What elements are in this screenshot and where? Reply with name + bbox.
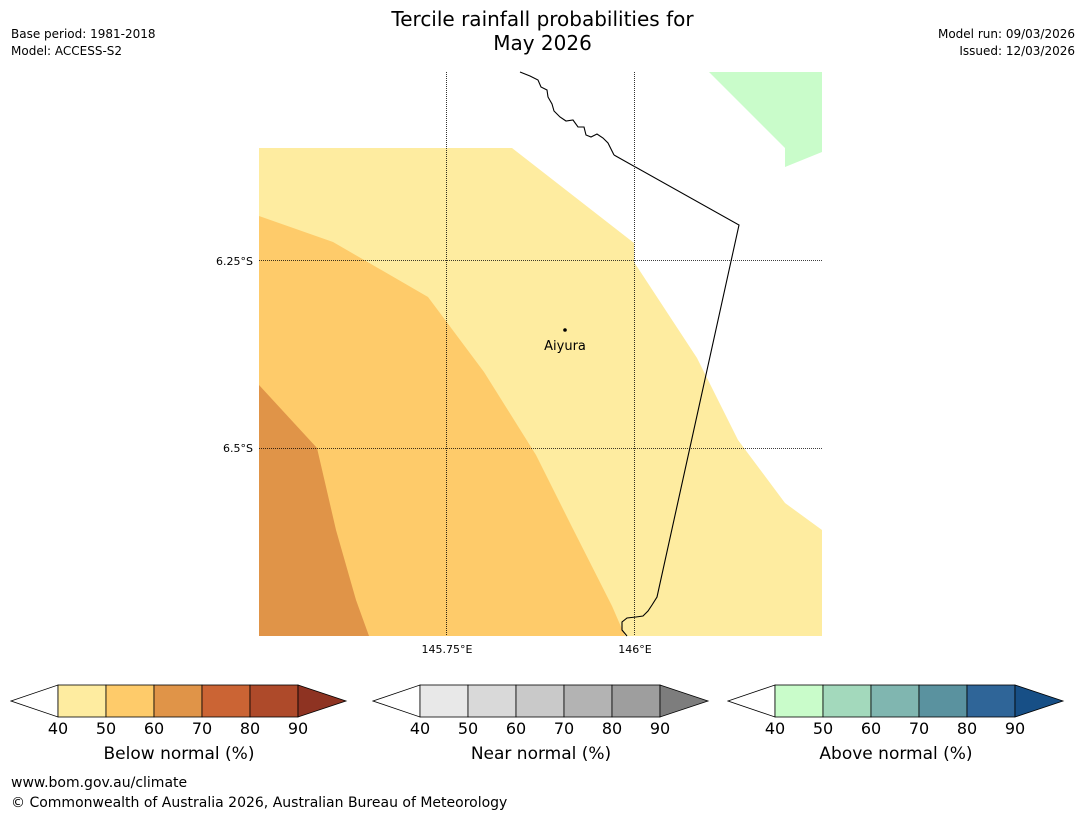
colorbar-above-normal-swatch-80 xyxy=(966,684,1016,718)
colorbar-below-normal-swatches xyxy=(9,684,348,718)
aiyura-point xyxy=(563,328,567,332)
colorbar-below-normal-tick-90: 90 xyxy=(287,719,309,738)
lat-label-6-5: 6.5°S xyxy=(223,442,253,455)
copyright-notice: © Commonwealth of Australia 2026, Austra… xyxy=(11,795,508,811)
colorbar-near-normal-tick-90: 90 xyxy=(649,719,671,738)
lat-label-6-25: 6.25°S xyxy=(216,255,253,268)
colorbar-near-normal-under-triangle xyxy=(371,684,421,718)
colorbar-near-normal-tick-40: 40 xyxy=(409,719,431,738)
colorbar-near-normal-swatch-80 xyxy=(611,684,661,718)
colorbar-below-normal-tick-60: 60 xyxy=(143,719,165,738)
base-period: Base period: 1981-2018 xyxy=(11,27,156,41)
colorbar-above-normal-under-triangle xyxy=(726,684,776,718)
model-name: Model: ACCESS-S2 xyxy=(11,44,123,58)
lat-labels: 6.25°S 6.5°S xyxy=(216,255,253,455)
above-normal-40-region xyxy=(709,72,822,167)
model-run-date: Model run: 09/03/2026 xyxy=(937,27,1075,41)
colorbar-above-normal-swatch-40 xyxy=(774,684,824,718)
issued-date: Issued: 12/03/2026 xyxy=(959,44,1075,58)
probability-fills xyxy=(259,72,822,636)
colorbar-above-normal-tick-70: 70 xyxy=(908,719,930,738)
aiyura-label: Aiyura xyxy=(544,339,586,354)
below-normal-60-region xyxy=(259,385,369,636)
colorbar-near-normal-swatch-50 xyxy=(467,684,517,718)
coastline xyxy=(519,71,615,156)
lon-label-146: 146°E xyxy=(618,643,651,656)
colorbar-below-normal-tick-50: 50 xyxy=(95,719,117,738)
colorbar-above-normal-tick-90: 90 xyxy=(1004,719,1026,738)
colorbar-below-normal-label: Below normal (%) xyxy=(103,744,255,764)
colorbar-near-normal-label: Near normal (%) xyxy=(470,744,612,764)
colorbar-near-normal-swatch-40 xyxy=(419,684,469,718)
colorbar-below-normal-swatch-70 xyxy=(201,684,251,718)
colorbar-above-normal-tick-40: 40 xyxy=(764,719,786,738)
colorbar-below-normal-swatch-40 xyxy=(57,684,107,718)
lon-labels: 145.75°E 146°E xyxy=(422,643,652,656)
rainfall-map: Aiyura 6.25°S 6.5°S 145.75°E 146°E xyxy=(216,71,822,656)
colorbar-near-normal-over-triangle xyxy=(659,684,710,718)
colorbar-near-normal-tick-70: 70 xyxy=(553,719,575,738)
colorbar-above-normal-swatches xyxy=(726,684,1065,718)
colorbar-above-normal-label: Above normal (%) xyxy=(819,744,973,764)
colorbar-above-normal: Above normal (%) 40 50 60 70 80 90 xyxy=(726,684,1065,764)
colorbar-below-normal-over-triangle xyxy=(297,684,348,718)
aiyura-marker: Aiyura xyxy=(544,328,586,354)
colorbar-above-normal-tick-60: 60 xyxy=(860,719,882,738)
colorbar-below-normal-tick-70: 70 xyxy=(191,719,213,738)
colorbar-below-normal-tick-40: 40 xyxy=(47,719,69,738)
colorbar-near-normal-swatches xyxy=(371,684,710,718)
colorbar-above-normal-tick-50: 50 xyxy=(812,719,834,738)
website-link[interactable]: www.bom.gov.au/climate xyxy=(11,775,188,791)
colorbar-below-normal-swatch-50 xyxy=(105,684,155,718)
lon-label-145-75: 145.75°E xyxy=(422,643,473,656)
map-title-line1: Tercile rainfall probabilities for xyxy=(391,7,694,31)
colorbar-above-normal-swatch-60 xyxy=(870,684,920,718)
colorbar-above-normal-tick-80: 80 xyxy=(956,719,978,738)
colorbar-above-normal-swatch-70 xyxy=(918,684,968,718)
colorbar-near-normal-swatch-70 xyxy=(563,684,613,718)
colorbar-near-normal-swatch-60 xyxy=(515,684,565,718)
colorbar-near-normal-tick-60: 60 xyxy=(505,719,527,738)
colorbar-below-normal: Below normal (%) 40 50 60 70 80 90 xyxy=(9,684,348,764)
border-line xyxy=(613,154,740,637)
below-normal-50-region xyxy=(259,216,625,636)
colorbar-below-normal-under-triangle xyxy=(9,684,59,718)
colorbar-above-normal-swatch-50 xyxy=(822,684,872,718)
coastline-and-border xyxy=(519,71,740,637)
colorbar-near-normal-tick-80: 80 xyxy=(601,719,623,738)
colorbar-below-normal-swatch-60 xyxy=(153,684,203,718)
colorbar-below-normal-swatch-80 xyxy=(249,684,299,718)
colorbar-near-normal: Near normal (%) 40 50 60 70 80 90 xyxy=(371,684,710,764)
colorbar-below-normal-tick-80: 80 xyxy=(239,719,261,738)
colorbar-near-normal-tick-50: 50 xyxy=(457,719,479,738)
map-title-line2: May 2026 xyxy=(493,31,592,55)
colorbar-above-normal-over-triangle xyxy=(1014,684,1065,718)
